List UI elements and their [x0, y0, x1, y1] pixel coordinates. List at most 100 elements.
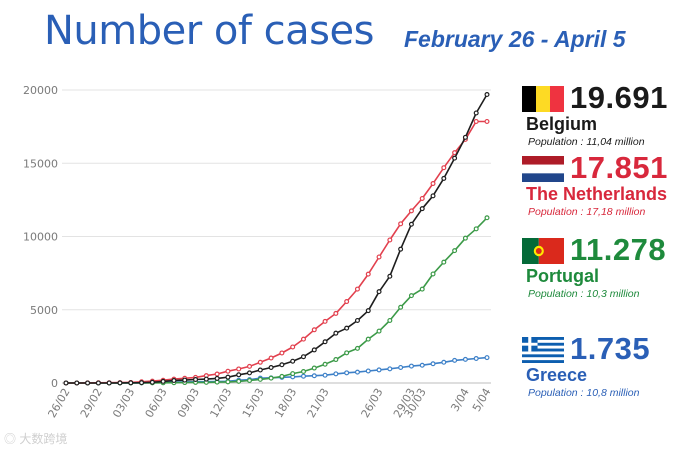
series-line-greece: [66, 356, 488, 384]
series-lines: [63, 92, 490, 386]
data-point: [473, 226, 479, 232]
data-point: [290, 344, 296, 350]
data-point: [354, 345, 360, 351]
data-point: [63, 380, 69, 386]
data-point: [430, 181, 436, 187]
data-point: [462, 235, 468, 241]
data-point: [322, 372, 328, 378]
greece-label: Greece: [526, 365, 588, 385]
data-point: [484, 118, 490, 124]
data-point: [441, 359, 447, 365]
data-point: [473, 110, 479, 116]
data-point: [311, 365, 317, 371]
data-point: [473, 355, 479, 361]
data-point: [419, 195, 425, 201]
data-point: [268, 365, 274, 371]
x-tick-label: 06/03: [143, 386, 170, 420]
greece-case-count: 1.735: [570, 331, 651, 366]
data-point: [268, 375, 274, 381]
data-point: [408, 293, 414, 299]
data-point: [311, 373, 317, 379]
data-point: [247, 378, 253, 384]
series-greece: [63, 355, 490, 386]
x-tick-label: 03/03: [110, 386, 137, 420]
data-point: [236, 366, 242, 372]
data-point: [236, 372, 242, 378]
data-point: [398, 364, 404, 370]
data-point: [149, 379, 155, 385]
y-tick-label: 0: [51, 377, 58, 390]
data-point: [484, 92, 490, 98]
data-point: [311, 347, 317, 353]
data-point: [257, 376, 263, 382]
data-point: [344, 370, 350, 376]
data-point: [430, 271, 436, 277]
grid-lines: [62, 89, 491, 311]
netherlands-label: The Netherlands: [526, 184, 668, 204]
greece-population: Population : 10,8 million: [528, 387, 640, 399]
data-point: [354, 286, 360, 292]
series-line-belgium: [66, 94, 488, 384]
data-point: [365, 336, 371, 342]
data-point: [333, 310, 339, 316]
data-point: [387, 317, 393, 323]
x-tick-label: 21/03: [305, 386, 332, 420]
data-point: [247, 363, 253, 369]
data-point: [365, 308, 371, 314]
series-belgium: [63, 92, 490, 386]
data-point: [344, 325, 350, 331]
data-point: [257, 367, 263, 373]
data-point: [419, 362, 425, 368]
data-point: [214, 375, 220, 381]
data-point: [462, 356, 468, 362]
data-point: [106, 380, 112, 386]
y-tick-label: 20000: [23, 84, 58, 97]
data-point: [452, 248, 458, 254]
data-point: [225, 368, 231, 374]
data-point: [257, 359, 263, 365]
portugal-label: Portugal: [526, 266, 600, 286]
data-point: [203, 376, 209, 382]
data-point: [279, 373, 285, 379]
date-range-subtitle: February 26 - April 5: [404, 26, 626, 52]
data-point: [376, 289, 382, 295]
data-point: [344, 299, 350, 305]
data-point: [408, 208, 414, 214]
portugal-flag-icon: [522, 238, 564, 264]
data-point: [193, 376, 199, 382]
data-point: [268, 355, 274, 361]
data-point: [128, 380, 134, 386]
data-point: [452, 150, 458, 156]
data-point: [171, 378, 177, 384]
data-point: [333, 371, 339, 377]
greece-flag-icon: [522, 337, 564, 363]
data-point: [408, 221, 414, 227]
x-tick-label: 5/04: [470, 386, 494, 414]
data-point: [462, 134, 468, 140]
x-tick-label: 15/03: [240, 386, 267, 420]
data-point: [322, 318, 328, 324]
data-point: [473, 118, 479, 124]
data-point: [365, 271, 371, 277]
data-point: [225, 379, 231, 385]
data-point: [214, 371, 220, 377]
series-line-the-netherlands: [66, 120, 487, 384]
x-tick-label: 09/03: [175, 386, 202, 420]
data-point: [344, 350, 350, 356]
data-point: [290, 358, 296, 364]
data-point: [354, 317, 360, 323]
data-point: [300, 354, 306, 360]
data-point: [376, 254, 382, 260]
data-point: [430, 193, 436, 199]
data-point: [484, 215, 490, 221]
data-point: [225, 374, 231, 380]
data-point: [333, 357, 339, 363]
data-point: [74, 380, 80, 386]
data-point: [398, 221, 404, 227]
data-point: [236, 378, 242, 384]
data-point: [322, 339, 328, 345]
y-tick-label: 15000: [23, 157, 58, 170]
page-title: Number of cases: [44, 8, 374, 54]
series-line-portugal: [66, 217, 488, 384]
data-point: [182, 377, 188, 383]
